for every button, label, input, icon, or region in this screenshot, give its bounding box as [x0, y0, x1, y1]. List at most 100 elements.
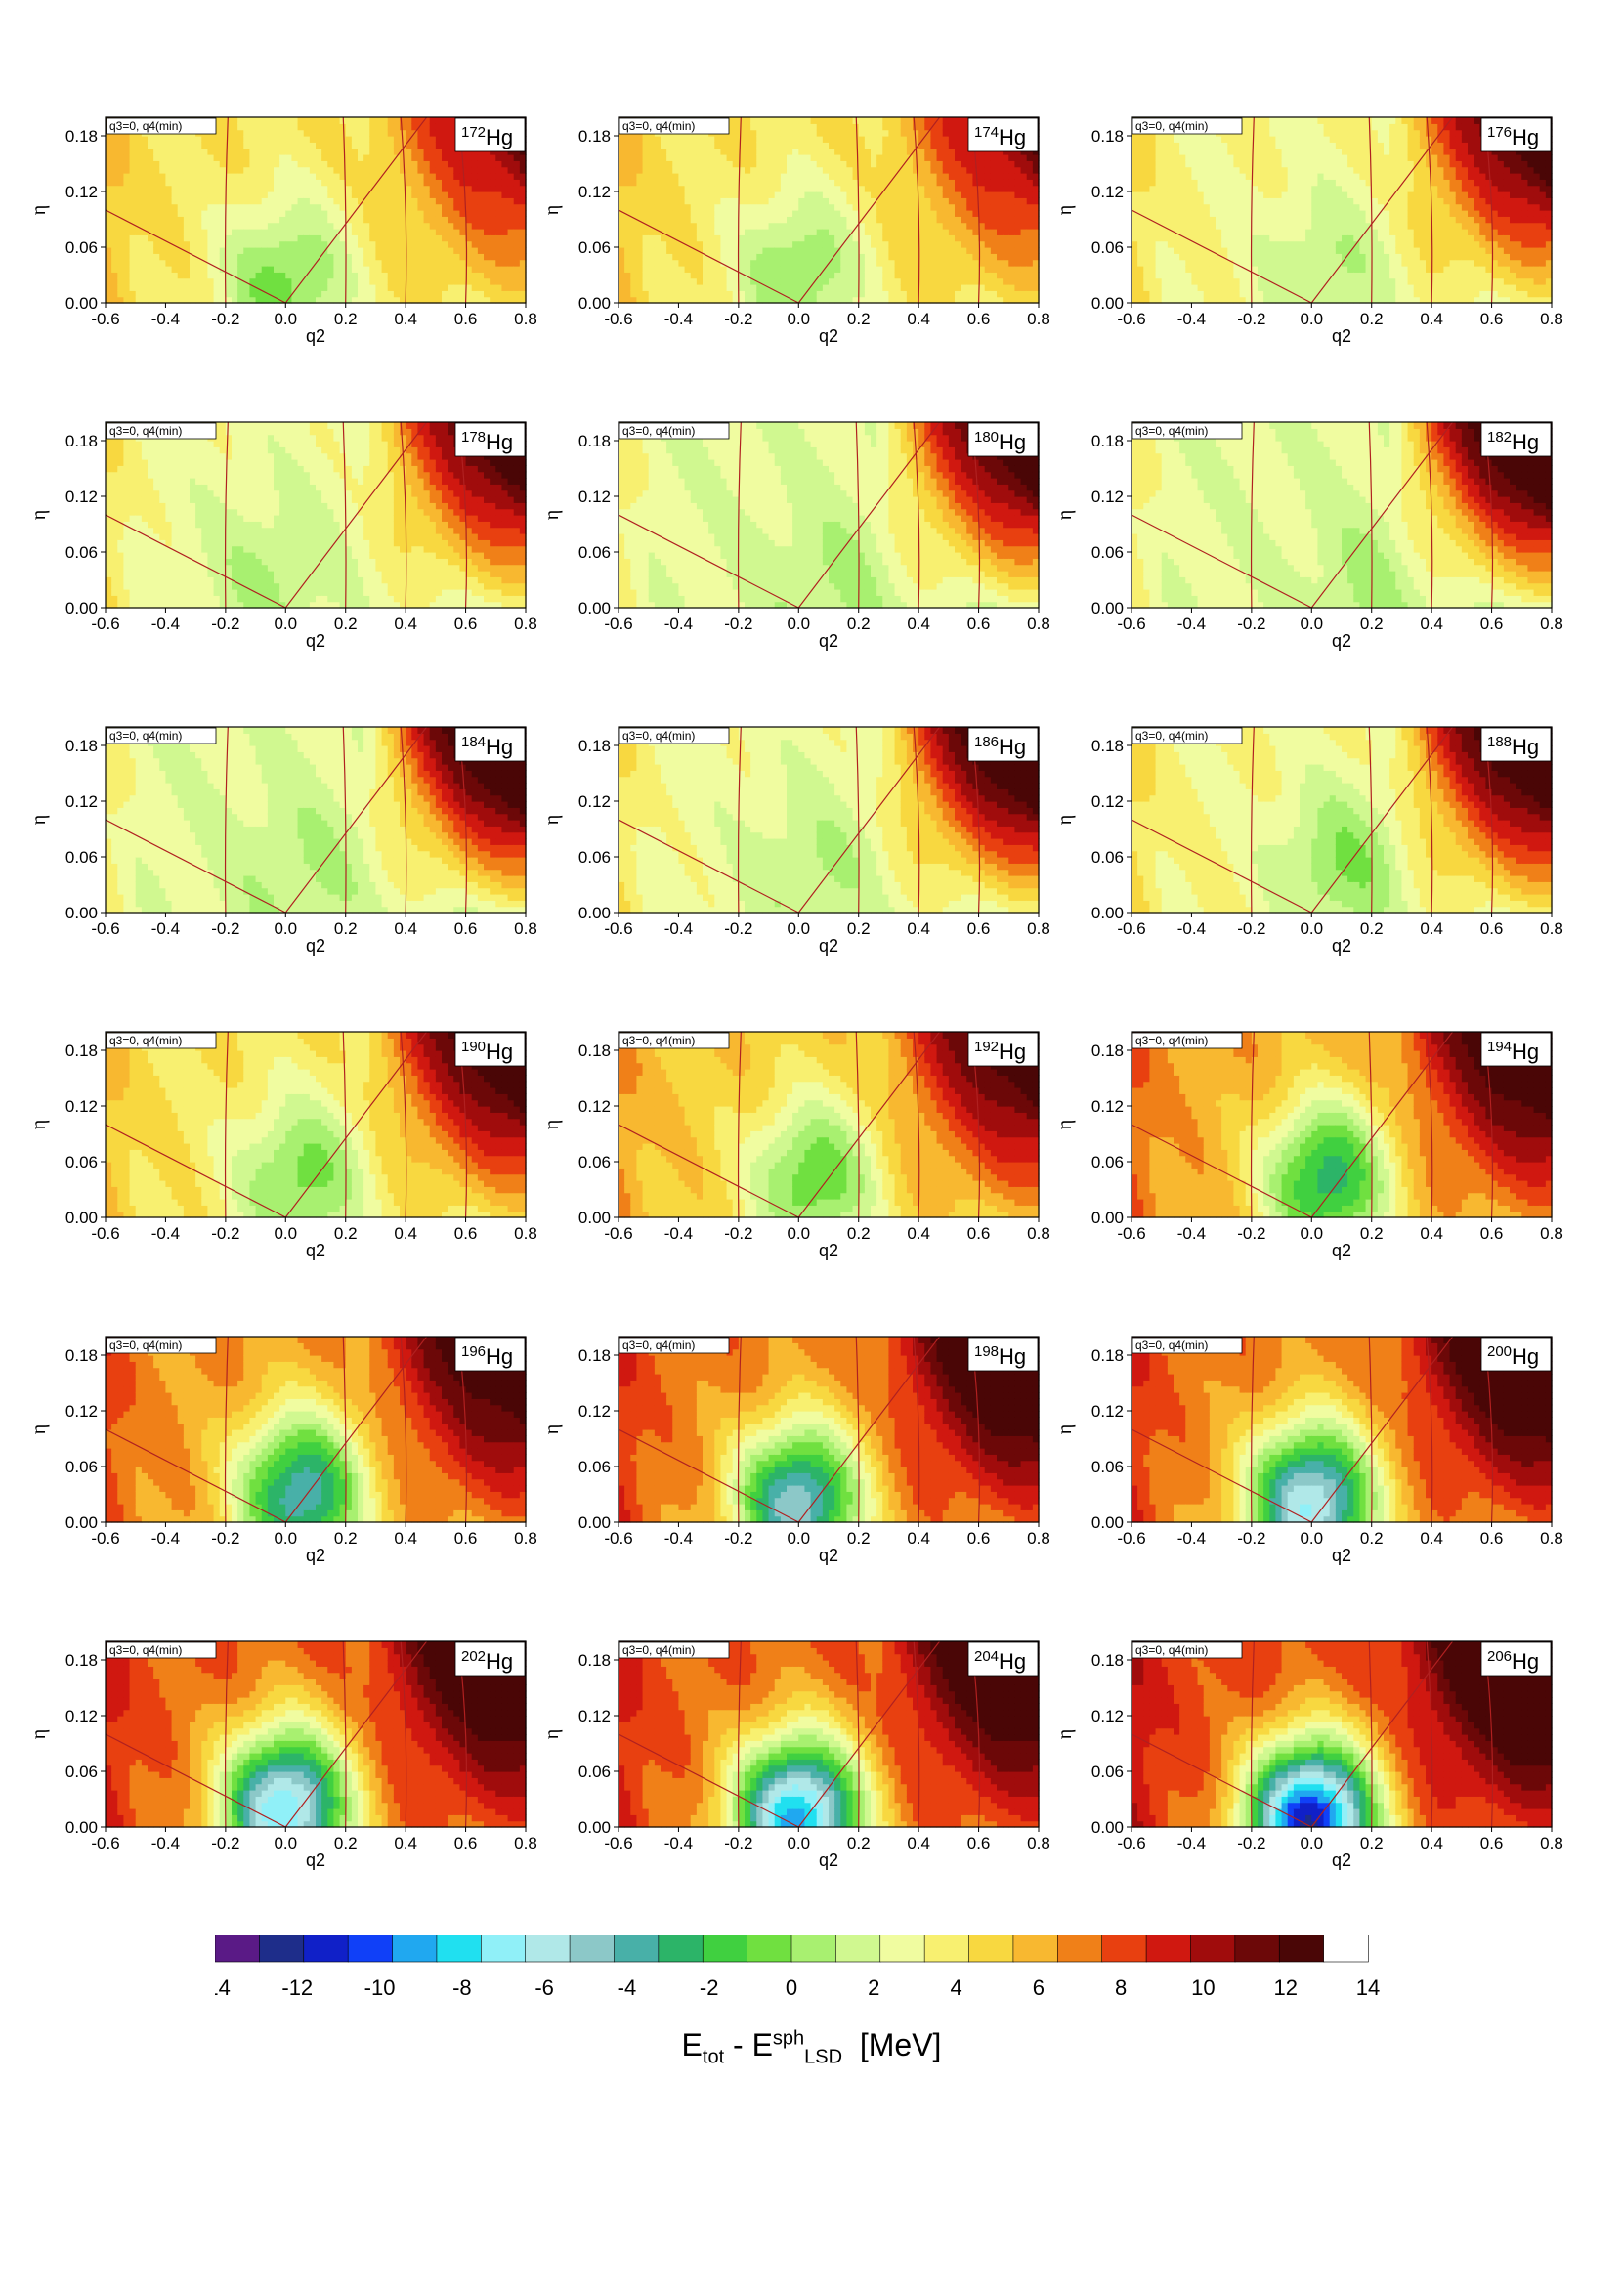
heat-cell	[864, 185, 872, 192]
heat-cell	[519, 197, 527, 205]
heat-cell	[984, 259, 992, 267]
heat-cell	[1008, 259, 1016, 267]
heat-cell	[285, 142, 293, 149]
heat-cell	[703, 229, 709, 235]
heat-cell	[207, 229, 215, 235]
heat-cell	[768, 160, 776, 168]
heat-cell	[406, 296, 412, 304]
heat-cell	[636, 253, 644, 261]
heat-cell	[219, 179, 227, 187]
heat-cell	[1174, 179, 1180, 187]
heat-cell	[1155, 284, 1163, 291]
heat-cell	[339, 203, 347, 211]
heat-cell	[1014, 179, 1022, 187]
heat-cell	[327, 234, 335, 242]
heat-cell	[363, 253, 370, 261]
heat-cell	[1251, 123, 1259, 131]
heat-cell	[453, 284, 461, 291]
heat-cell	[1179, 148, 1186, 155]
heat-cell	[1251, 136, 1259, 143]
heat-cell	[291, 185, 299, 192]
heat-cell	[232, 179, 238, 187]
heat-cell	[375, 277, 383, 285]
heat-cell	[459, 266, 467, 273]
heat-cell	[882, 240, 890, 248]
heat-cell	[816, 197, 824, 205]
heat-cell	[501, 173, 509, 180]
heat-cell	[955, 284, 961, 291]
heat-cell	[465, 290, 473, 298]
heat-cell	[792, 197, 799, 205]
heat-cell	[798, 216, 806, 224]
heat-cell	[507, 160, 515, 168]
heat-cell	[117, 185, 125, 192]
heat-cell	[201, 173, 209, 180]
heat-cell	[159, 272, 167, 279]
heat-cell	[1251, 229, 1259, 235]
heat-cell	[745, 197, 751, 205]
heat-cell	[961, 247, 967, 254]
heat-cell	[435, 277, 443, 285]
heat-cell	[798, 148, 806, 155]
heat-cell	[477, 247, 485, 254]
heat-cell	[190, 216, 196, 224]
heat-cell	[768, 166, 776, 174]
heat-cell	[1263, 240, 1270, 248]
heat-cell	[961, 191, 967, 198]
heat-cell	[267, 253, 275, 261]
heat-cell	[1161, 185, 1169, 192]
heat-cell	[201, 259, 209, 267]
heat-cell	[327, 266, 335, 273]
heat-cell	[213, 179, 221, 187]
heat-cell	[1020, 229, 1028, 235]
heat-cell	[768, 247, 776, 254]
heat-cell	[117, 154, 125, 161]
heat-cell	[321, 185, 328, 192]
heat-cell	[159, 240, 167, 248]
heat-cell	[148, 210, 154, 217]
heat-cell	[948, 222, 956, 230]
heat-cell	[648, 191, 656, 198]
heat-cell	[393, 210, 401, 217]
heat-cell	[190, 296, 196, 304]
heat-cell	[267, 216, 275, 224]
heat-cell	[840, 136, 848, 143]
heat-cell	[519, 290, 527, 298]
heat-cell	[1174, 240, 1180, 248]
heat-cell	[1239, 185, 1247, 192]
heat-cell	[1032, 160, 1040, 168]
heat-cell	[148, 166, 154, 174]
heat-cell	[906, 229, 914, 235]
heat-cell	[381, 266, 389, 273]
heat-cell	[829, 234, 835, 242]
heat-cell	[387, 272, 395, 279]
heat-cell	[165, 240, 173, 248]
heat-cell	[123, 277, 131, 285]
heat-cell	[513, 277, 521, 285]
heat-cell	[435, 197, 443, 205]
heat-cell	[369, 166, 377, 174]
heat-cell	[1233, 160, 1241, 168]
heat-cell	[1221, 166, 1228, 174]
heat-cell	[183, 210, 191, 217]
heat-cell	[798, 210, 806, 217]
heat-cell	[117, 136, 125, 143]
heat-cell	[411, 136, 419, 143]
heat-cell	[501, 166, 509, 174]
heat-cell	[183, 266, 191, 273]
heat-cell	[654, 296, 662, 304]
heat-cell	[858, 222, 866, 230]
heat-cell	[1155, 148, 1163, 155]
heat-cell	[219, 266, 227, 273]
heat-cell	[732, 154, 740, 161]
heat-cell	[829, 160, 835, 168]
heat-cell	[1003, 272, 1009, 279]
heat-cell	[303, 148, 311, 155]
heat-cell	[829, 222, 835, 230]
x-tick-label: -0.4	[151, 310, 180, 328]
heat-cell	[274, 229, 280, 235]
heat-cell	[519, 229, 527, 235]
heat-cell	[213, 253, 221, 261]
heat-cell	[936, 234, 944, 242]
heat-cell	[774, 277, 782, 285]
